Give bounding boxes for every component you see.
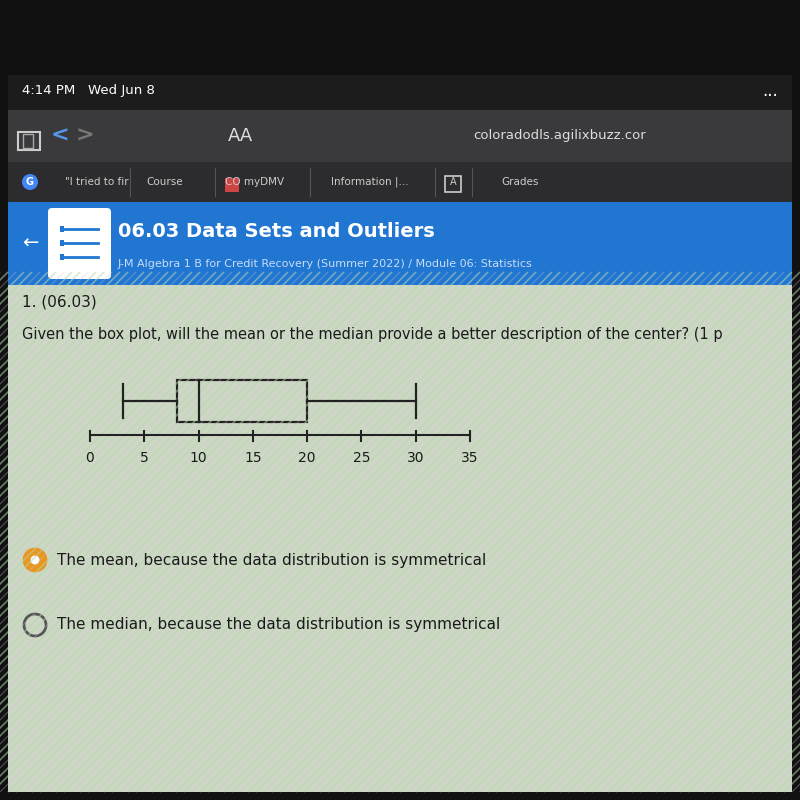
Text: 25: 25 xyxy=(353,451,370,465)
Bar xyxy=(18,132,40,150)
Text: Information |...: Information |... xyxy=(331,177,409,187)
Text: 30: 30 xyxy=(407,451,425,465)
Text: ...: ... xyxy=(762,82,778,100)
Bar xyxy=(8,162,792,202)
Text: 5: 5 xyxy=(140,451,149,465)
Text: Given the box plot, will the mean or the median provide a better description of : Given the box plot, will the mean or the… xyxy=(22,327,722,342)
Text: ←: ← xyxy=(22,234,38,253)
Text: Course: Course xyxy=(146,177,183,187)
Text: A: A xyxy=(450,177,456,187)
Circle shape xyxy=(30,555,39,565)
FancyBboxPatch shape xyxy=(48,208,111,279)
Bar xyxy=(8,75,792,110)
Text: 0: 0 xyxy=(86,451,94,465)
Text: Grades: Grades xyxy=(502,177,538,187)
Text: J-M Algebra 1 B for Credit Recovery (Summer 2022) / Module 06: Statistics: J-M Algebra 1 B for Credit Recovery (Sum… xyxy=(118,259,533,270)
Circle shape xyxy=(22,174,38,190)
Bar xyxy=(177,380,307,422)
Bar xyxy=(8,202,792,285)
Text: 10: 10 xyxy=(190,451,207,465)
Text: The median, because the data distribution is symmetrical: The median, because the data distributio… xyxy=(57,618,500,633)
Bar xyxy=(445,176,461,192)
Text: 06.03 Data Sets and Outliers: 06.03 Data Sets and Outliers xyxy=(118,222,434,241)
Bar xyxy=(23,134,33,148)
Circle shape xyxy=(24,549,46,571)
Bar xyxy=(60,254,64,260)
Bar xyxy=(8,285,792,792)
Text: 4:14 PM   Wed Jun 8: 4:14 PM Wed Jun 8 xyxy=(22,84,155,98)
Text: <: < xyxy=(50,126,70,146)
Text: AA: AA xyxy=(227,127,253,145)
Bar xyxy=(60,226,64,232)
Text: 1. (06.03): 1. (06.03) xyxy=(22,294,97,310)
Text: 35: 35 xyxy=(462,451,478,465)
Bar xyxy=(8,110,792,162)
Bar xyxy=(60,240,64,246)
Text: "I tried to fir: "I tried to fir xyxy=(65,177,129,187)
Text: >: > xyxy=(76,126,94,146)
Bar xyxy=(225,178,239,192)
Text: 20: 20 xyxy=(298,451,316,465)
Text: G: G xyxy=(26,177,34,187)
Text: The mean, because the data distribution is symmetrical: The mean, because the data distribution … xyxy=(57,553,486,567)
Text: CO myDMV: CO myDMV xyxy=(226,177,285,187)
Text: 15: 15 xyxy=(244,451,262,465)
Text: coloradodls.agilixbuzz.cor: coloradodls.agilixbuzz.cor xyxy=(474,130,646,142)
